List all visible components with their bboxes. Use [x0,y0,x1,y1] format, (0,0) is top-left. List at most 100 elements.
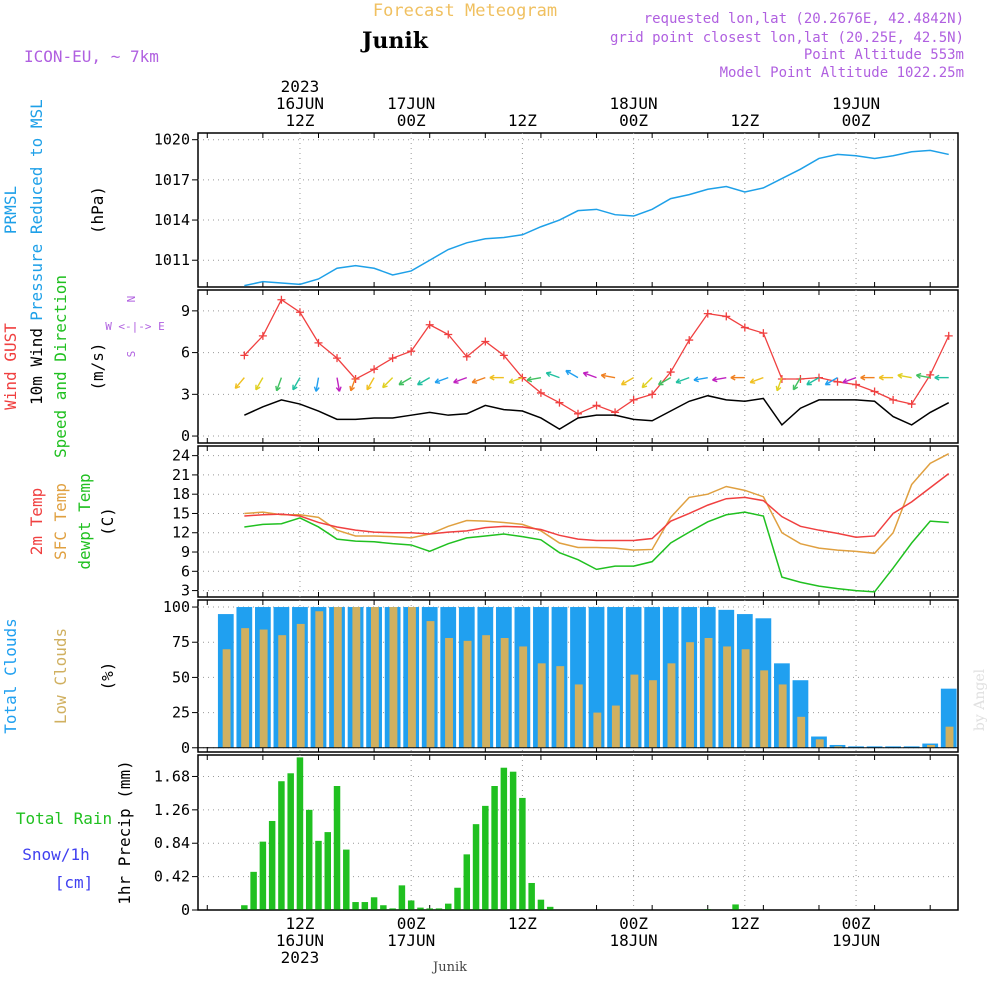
top-time-label: 17JUN [387,94,435,113]
bottom-time-label: 18JUN [610,931,658,950]
wind-arrow-head [565,369,571,376]
wind-direction-arrow [453,376,468,384]
low-cloud-bar [315,611,324,748]
wind-arrow-head [366,384,372,391]
y-tick-label: 25 [172,704,190,722]
wind-arrow-head [453,378,459,384]
y-tick-label: 100 [163,598,190,616]
panel-3 [192,599,959,753]
gust-marker [629,395,638,404]
pressure-unit: (hPa) [88,186,107,234]
low-cloud-bar [333,607,342,748]
rain-bar [417,907,424,910]
wind-direction-arrow [417,377,431,386]
wind-direction-arrow [776,377,783,392]
wind-direction-arrow [842,376,857,384]
low-cloud-bar [500,638,509,748]
low-cloud-bar [296,623,305,748]
wind-direction-arrow [621,377,634,386]
wind-arrow-head [675,378,682,384]
low-cloud-bar [686,642,694,748]
low-cloud-bar [463,640,472,748]
low-cloud-bar [259,629,268,748]
rain-bar [389,908,396,910]
gust-marker [870,387,879,396]
gust-marker [555,398,564,407]
rain-bar [732,904,739,910]
y-tick-label: 9 [181,543,190,561]
low-cloud-bar [556,666,565,748]
rain-bar [278,781,285,910]
gust-marker [666,368,675,377]
panel-frame [197,445,959,598]
requested-coords: requested lon,lat (20.2676E, 42.4842N) [644,11,964,27]
compass-south: S [125,351,138,358]
pressure-label: Pressure Reduced to MSL [27,99,46,321]
y-tick-label: 50 [172,668,190,686]
panel-frame [197,132,959,288]
temp-legend-label: 2m Temp [27,488,46,555]
total-clouds-label: Total Clouds [1,618,20,734]
rain-bar [491,786,498,910]
rain-bar [259,841,267,910]
gust-marker [536,388,545,397]
total-cloud-bar [885,746,901,748]
bottom-time-label: 19JUN [832,931,880,950]
y-tick-label: 1.68 [154,767,190,785]
wind-direction-arrow [350,377,357,392]
wind-arrow-head [255,384,261,391]
low-cloud-bar [630,674,639,748]
wind-arrow-head [335,386,342,392]
rain-bar [250,871,257,910]
bottom-time-label: 2023 [281,948,320,967]
gust-marker [740,323,749,332]
gust-marker [295,308,304,317]
wind-direction-arrow [916,374,931,379]
rain-bar [454,887,461,910]
top-time-label: 00Z [397,111,426,130]
wind-arrow-head [792,384,799,391]
wind-arrow-head [824,379,831,386]
rain-bar [296,757,304,910]
low-cloud-bar [352,607,361,748]
low-cloud-bar [667,663,676,748]
low-cloud-bar [648,680,657,748]
top-time-label: 16JUN [276,94,324,113]
wind-direction-arrow [792,377,802,391]
wind-direction-arrow [675,376,690,384]
total-cloud-bar [848,746,864,748]
gust-marker [333,354,342,363]
gust-marker [277,295,286,304]
wind-direction-arrow [315,377,320,392]
wind-arrow-head [749,378,756,384]
rain-bar [370,897,378,910]
low-cloud-bar [760,670,769,748]
low-cloud-bar [482,635,491,748]
wind-arrow-head [382,382,388,389]
top-time-label: 18JUN [610,94,658,113]
rain-bar [268,820,276,910]
bottom-time-label: 17JUN [387,931,435,950]
gust-marker [852,380,861,389]
y-tick-label: 3 [181,385,190,403]
rain-bar [519,797,526,910]
y-tick-label: 6 [181,562,190,580]
wind-label: 10m Wind [27,328,46,405]
y-tick-label: 3 [181,582,190,600]
y-tick-label: 0 [181,901,190,919]
wind-arrow-head [712,376,718,383]
rain-bar [398,885,406,910]
low-cloud-bar [611,705,620,748]
rain-bar [361,902,369,910]
wind-arrow-head [234,383,241,390]
compass-east-west: W <-|-> E [105,320,165,333]
wind-direction-arrow [641,377,653,389]
rain-bar [482,805,489,910]
point-altitude: Point Altitude 553m [804,47,964,63]
gust-label: Wind GUST [1,323,20,410]
low-cloud-bar [945,726,954,748]
low-cloud-bar [519,646,528,748]
low-cloud-bar [834,746,843,748]
wind-direction-arrow [565,370,579,379]
wind-direction-arrow [382,377,394,389]
